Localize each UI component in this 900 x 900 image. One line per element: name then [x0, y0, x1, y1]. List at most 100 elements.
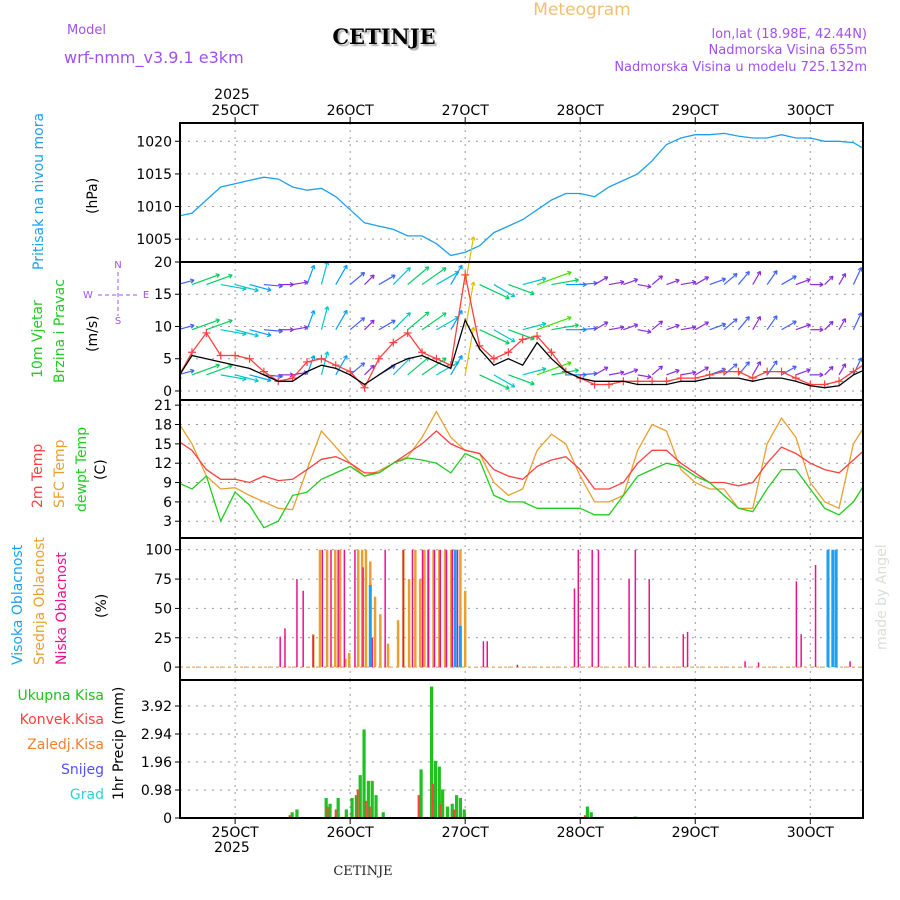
wind-arrowhead — [748, 271, 750, 276]
pressure-label: Pritisak na nivou mora — [31, 113, 47, 270]
wind-arrowhead — [530, 338, 535, 341]
wind-arrowhead — [872, 354, 875, 357]
wind-arrowhead — [542, 368, 547, 372]
wind-arrowhead — [692, 371, 697, 376]
rain-total-bar — [462, 809, 466, 818]
cloud-mid-bar — [334, 549, 337, 668]
wind-arrow — [349, 272, 365, 286]
gust-marker — [245, 354, 254, 363]
cloud-unit: (%) — [94, 594, 110, 618]
wind-arrowhead — [807, 278, 811, 283]
wind-arrowhead — [278, 285, 283, 289]
rain-convective-bar — [431, 783, 434, 818]
wind-arrow — [766, 315, 778, 331]
wind-arrow — [766, 270, 778, 285]
wind-arrowhead — [443, 267, 447, 272]
wind-arrowhead — [426, 311, 430, 317]
wind-arrow — [320, 351, 329, 376]
wind-arrow — [651, 275, 663, 286]
rain-convective-bar — [326, 806, 329, 818]
wind-arrow — [666, 324, 680, 331]
wind-arrowhead — [542, 323, 547, 327]
wind-arrow — [479, 374, 510, 390]
gust-marker — [403, 328, 412, 337]
wind-arrowhead — [793, 275, 797, 280]
cloud-low-bar — [427, 549, 430, 668]
cloud-high-bar — [368, 584, 372, 668]
pressure-ytick-label: 1010 — [136, 200, 172, 216]
wind-arrowhead — [605, 321, 609, 326]
wind-arrow — [709, 323, 726, 331]
wind-arrowhead — [426, 266, 430, 271]
wind-arrow — [536, 316, 572, 331]
temperature-ytick-label: 15 — [154, 437, 172, 453]
cloud-low-bar — [482, 641, 485, 668]
temperature-ytick-label: 21 — [154, 398, 172, 414]
wind-arrowhead — [660, 365, 664, 371]
cloud-mid-bar — [325, 549, 329, 668]
precip-ytick-label: 3.92 — [141, 699, 172, 715]
wind-arrow — [249, 374, 272, 382]
wind-arrow — [781, 275, 797, 286]
wind-arrow — [723, 318, 738, 331]
wind-arrowhead — [634, 324, 639, 328]
pressure-ytick-label: 1015 — [136, 167, 172, 183]
wind-label-2: Brzina i Pravac — [52, 279, 68, 383]
wind-arrowhead — [313, 265, 316, 270]
gust-marker — [202, 328, 211, 337]
wind-arrow — [234, 329, 259, 337]
wind-arrowhead — [392, 320, 396, 325]
top-xtick-label: 26OCT — [327, 103, 375, 119]
cloud-low-bar — [296, 579, 298, 668]
compass-e: E — [143, 290, 149, 301]
wind-arrowhead — [242, 378, 247, 382]
model-elevation: Nadmorska Visina u modelu 725.132m — [614, 60, 867, 75]
cloud-high-bar — [826, 549, 830, 668]
precip-ytick-label: 0.98 — [141, 783, 172, 799]
rain-total-bar — [366, 780, 370, 818]
wind-arrow — [580, 372, 598, 376]
cloud-low-bar — [371, 637, 373, 668]
cloud-low-bar — [577, 549, 580, 668]
wind-arrowhead — [190, 370, 195, 374]
wind-arrowhead — [647, 376, 652, 380]
wind-arrowhead — [408, 267, 411, 272]
wind-arrow — [694, 321, 709, 331]
cloud-mid-bar — [438, 549, 441, 668]
rain-total-bar — [370, 780, 374, 818]
rain-convective-bar — [417, 795, 420, 818]
wind-arrowhead — [582, 374, 587, 378]
wind-arrow — [263, 329, 283, 332]
cloud-ytick-label: 100 — [145, 543, 172, 559]
wind-arrow — [335, 310, 348, 331]
wind-arrowhead — [327, 306, 330, 311]
rain-total-bar — [441, 789, 445, 818]
cloud-mid-bar — [423, 549, 426, 668]
wind-arrow — [666, 279, 680, 286]
wind-arrow — [349, 362, 365, 376]
compass-icon: N S W E — [83, 260, 149, 327]
wind-arrow — [608, 281, 625, 286]
wind-arrow — [824, 320, 834, 331]
wind-arrowhead — [660, 320, 664, 326]
elevation: Nadmorska Visina 655m — [709, 43, 868, 58]
pressure-ytick-label: 1005 — [136, 232, 172, 248]
rain-total-bar — [450, 803, 454, 818]
wind-arrowhead — [568, 316, 572, 321]
cloud-mid-bar — [450, 549, 453, 668]
cloud-low-bar — [402, 549, 405, 668]
cloud-low-bar — [486, 641, 488, 668]
station-title: CETINJE — [332, 24, 435, 49]
temperature-ytick-label: 18 — [154, 418, 172, 434]
cloud-ytick-label: 75 — [154, 572, 172, 588]
wind-arrow — [580, 327, 598, 331]
cloud-high-bar — [453, 549, 457, 668]
wind-arrow — [206, 274, 233, 286]
wind-arrowhead — [190, 324, 195, 329]
wind-arrow — [781, 320, 797, 331]
wind-arrowhead — [362, 272, 366, 277]
top-xtick-label: 25OCT — [212, 103, 260, 119]
wind-arrow — [292, 281, 308, 286]
wind-arrowhead — [575, 369, 579, 374]
